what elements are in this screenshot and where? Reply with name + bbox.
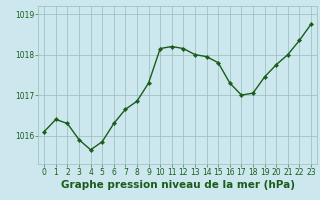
X-axis label: Graphe pression niveau de la mer (hPa): Graphe pression niveau de la mer (hPa) (60, 180, 295, 190)
